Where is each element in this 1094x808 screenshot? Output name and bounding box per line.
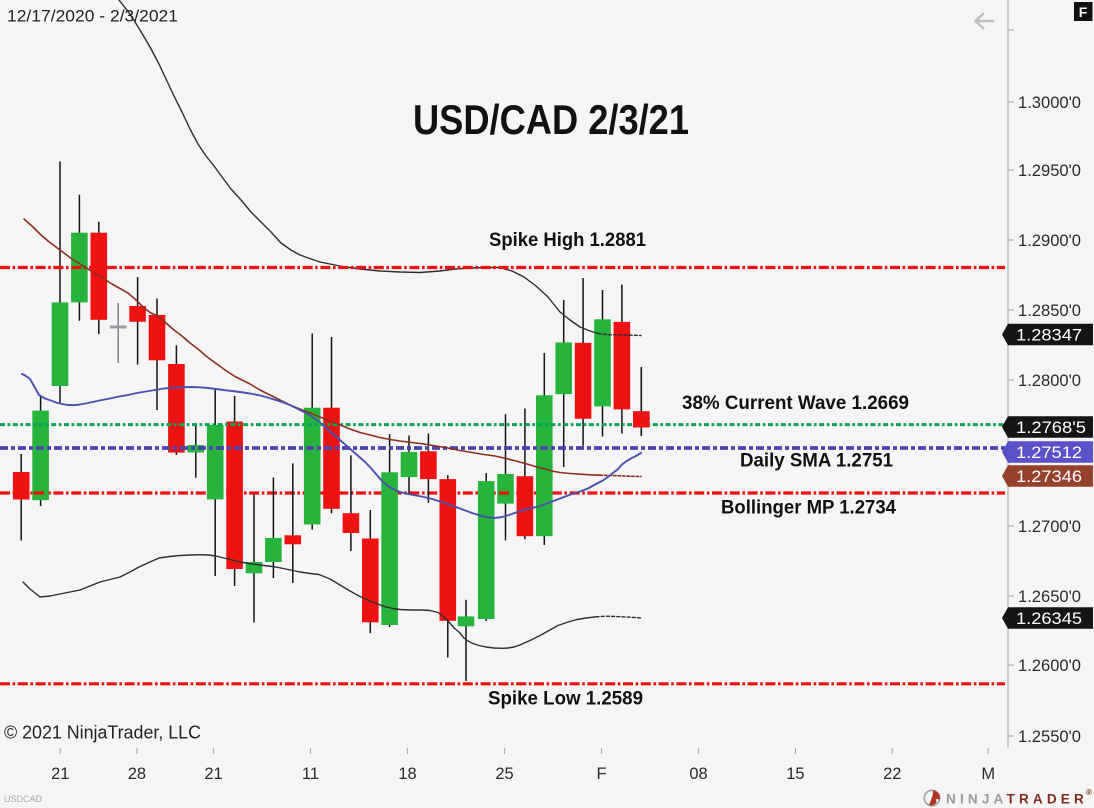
svg-text:22: 22 [883,765,901,783]
svg-text:F: F [596,765,606,783]
svg-text:USD/CAD 2/3/21: USD/CAD 2/3/21 [413,96,689,143]
svg-text:21: 21 [51,765,69,783]
svg-text:1.2650'0: 1.2650'0 [1018,588,1081,606]
svg-text:1.3000'0: 1.3000'0 [1018,94,1081,112]
svg-text:18: 18 [398,765,416,783]
svg-text:1.27512: 1.27512 [1016,443,1082,462]
svg-text:1.2550'0: 1.2550'0 [1018,728,1081,746]
svg-text:1.2900'0: 1.2900'0 [1018,232,1081,250]
svg-text:Bollinger MP 1.2734: Bollinger MP 1.2734 [721,498,896,519]
svg-text:NINJATRADER: NINJATRADER [946,792,1088,807]
svg-text:1.2600'0: 1.2600'0 [1018,657,1081,675]
svg-text:Spike Low 1.2589: Spike Low 1.2589 [488,689,643,710]
svg-text:1.27346: 1.27346 [1016,467,1082,486]
svg-text:1.2850'0: 1.2850'0 [1018,302,1081,320]
svg-text:F: F [1079,4,1088,20]
svg-text:USDCAD: USDCAD [4,794,43,804]
svg-text:21: 21 [204,765,222,783]
svg-text:15: 15 [786,765,804,783]
svg-text:1.2768'5: 1.2768'5 [1016,418,1086,437]
svg-text:1.26345: 1.26345 [1016,609,1082,628]
svg-text:Daily SMA 1.2751: Daily SMA 1.2751 [740,451,893,472]
svg-text:11: 11 [302,765,319,783]
svg-text:Spike High 1.2881: Spike High 1.2881 [489,230,646,251]
svg-text:1.2700'0: 1.2700'0 [1018,518,1081,536]
svg-text:25: 25 [495,765,513,783]
svg-text:28: 28 [128,765,146,783]
svg-text:12/17/2020 - 2/3/2021: 12/17/2020 - 2/3/2021 [7,7,178,26]
svg-text:08: 08 [689,765,707,783]
svg-text:1.28347: 1.28347 [1016,326,1082,345]
svg-text:1.2950'0: 1.2950'0 [1018,162,1081,180]
svg-text:1.2800'0: 1.2800'0 [1018,372,1081,390]
svg-text:®: ® [1086,788,1092,797]
svg-text:M: M [981,765,995,783]
svg-text:© 2021 NinjaTrader, LLC: © 2021 NinjaTrader, LLC [4,723,201,743]
svg-text:38% Current Wave 1.2669: 38% Current Wave 1.2669 [682,393,909,414]
